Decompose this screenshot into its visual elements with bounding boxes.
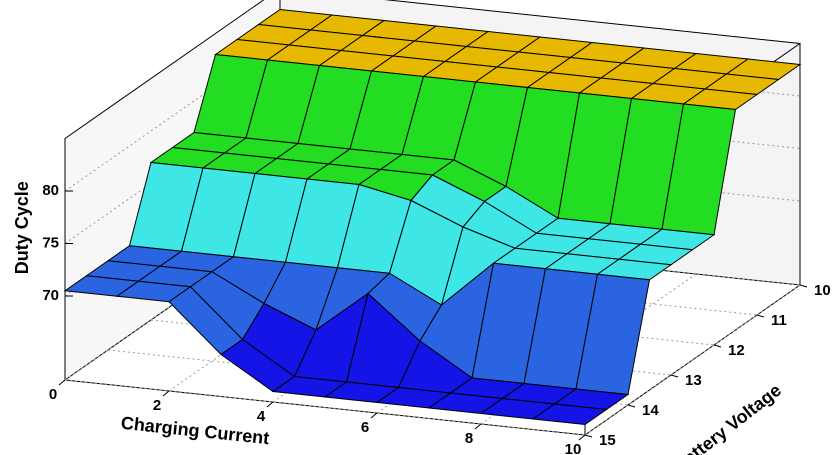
y-tick <box>756 314 765 318</box>
x-axis-title: Charging Current <box>120 413 270 448</box>
y-tick-label: 13 <box>685 372 702 389</box>
y-tick <box>627 404 636 408</box>
x-tick-label: 8 <box>465 430 473 447</box>
surface <box>63 8 802 426</box>
x-tick <box>58 379 66 386</box>
z-tick-label: 80 <box>42 182 59 199</box>
y-tick <box>713 344 722 348</box>
x-tick-label: 10 <box>565 441 582 455</box>
y-tick-label: 10 <box>814 282 831 299</box>
grid-line <box>64 379 586 436</box>
y-tick <box>799 284 808 288</box>
x-tick-label: 6 <box>361 419 369 436</box>
x-tick <box>370 412 378 419</box>
z-tick-label: 75 <box>42 234 59 251</box>
z-axis-title: Duty Cycle <box>12 181 32 274</box>
x-tick-label: 0 <box>49 386 57 403</box>
y-tick <box>584 434 593 438</box>
y-tick-label: 15 <box>599 432 616 449</box>
x-tick-label: 2 <box>153 397 161 414</box>
y-tick <box>670 374 679 378</box>
x-tick <box>162 390 170 397</box>
x-tick <box>474 423 482 430</box>
surface-patch <box>531 403 608 426</box>
grid-line <box>584 284 801 436</box>
z-tick-label: 70 <box>42 287 59 304</box>
x-tick <box>266 401 274 408</box>
y-tick-label: 12 <box>728 342 745 359</box>
y-axis-title: Battery Voltage <box>670 380 785 455</box>
y-tick-label: 14 <box>642 402 659 419</box>
x-tick <box>578 434 586 441</box>
y-tick-label: 11 <box>771 312 787 329</box>
x-tick-label: 4 <box>257 408 266 425</box>
grid-line <box>64 40 281 192</box>
